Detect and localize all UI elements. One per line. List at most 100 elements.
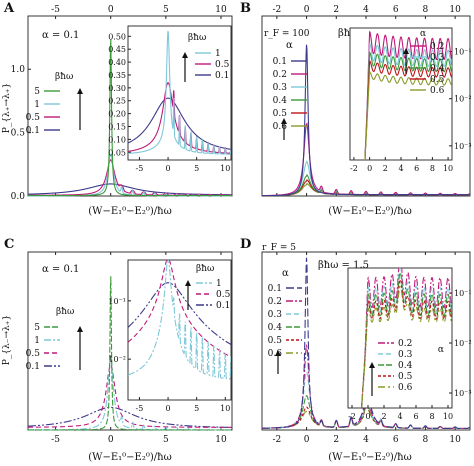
top-tick-label: 0 [304, 5, 310, 15]
inset-arrow-head [182, 52, 188, 58]
inset-x-tick-label: 5 [194, 404, 199, 413]
inset-x-tick-label: 10 [220, 164, 230, 173]
series-beta-5 [28, 276, 232, 431]
inset-arrow-head [369, 362, 375, 368]
bottom-tick-label: 8 [423, 435, 429, 445]
legend-label: 0.3 [273, 83, 288, 93]
panel-d: D -2 0 2 4 6 8 10 r_F = 5 βħω = 1.5 (W−E₁⁰−E₂⁰)/ħω… [240, 237, 472, 463]
legend-label: 0.5 [268, 336, 283, 346]
bottom-tick-label: 10 [215, 435, 227, 445]
inset-x-tick-label: 2 [383, 164, 388, 173]
panel-c: C-5 0 5 10P_{λ₋→λ₊}(W−E₁⁰−E₂⁰)/ħωα = 0.1βħω… [2, 237, 233, 463]
inset-y-tick-label: 0.30 [108, 84, 126, 93]
y-tick-label: 0.5 [11, 129, 26, 139]
legend-arrow-head [281, 118, 287, 124]
inset-legend-label: 0.3 [398, 350, 413, 360]
y-axis-label: P_{λ₋→λ₊} [2, 315, 12, 365]
inset-x-tick-label: 2 [381, 412, 386, 421]
legend-label: 0.1 [268, 284, 282, 294]
inset-legend-label: 0.4 [430, 64, 445, 74]
legend-title: α [282, 268, 289, 279]
top-tick-label: -2 [272, 5, 281, 15]
inset-x-tick-label: 8 [430, 164, 435, 173]
inset-y-tick-label: 10⁻³ [454, 389, 472, 398]
legend-label: 0.3 [268, 310, 283, 320]
inset-y-tick-label: 0.05 [108, 148, 126, 157]
inset-x-tick-label: 10 [443, 412, 453, 421]
inset-x-tick-label: 6 [414, 164, 419, 173]
inset-series-beta-1 [128, 260, 231, 380]
legend-title: βħω [56, 307, 74, 317]
panel-letter: C [4, 237, 14, 252]
inset-y-tick-label: 10⁻² [454, 95, 472, 104]
rf-label: r_F = 5 [262, 243, 296, 253]
top-tick-label: 8 [423, 5, 429, 15]
top-tick-label: 2 [333, 5, 339, 15]
series-beta-0.5 [27, 364, 232, 428]
inset-legend-label: 0.1 [215, 71, 229, 81]
top-tick-label: -5 [51, 5, 60, 15]
inset-legend-label: 1 [216, 279, 222, 289]
x-axis-label: (W−E₁⁰−E₂⁰)/ħω [328, 206, 411, 217]
series-beta-0.1 [27, 406, 233, 428]
curves [262, 44, 470, 196]
inset-series-beta-1 [128, 30, 231, 155]
y-tick-label: 1.0 [11, 65, 26, 75]
x-axis-label: (W−E₁⁰−E₂⁰)/ħω [328, 452, 411, 463]
panel-a: A -5 0 5 100.00.51.0P_{λ₊→λ₊}(W−E₁⁰−E₂⁰)/ħωα… [2, 1, 233, 217]
inset-legend-label: 0.2 [430, 42, 444, 52]
top-tick-label: 5 [163, 5, 169, 15]
inset-legend-title: α [438, 345, 444, 355]
legend-arrow-head [77, 88, 83, 94]
legend-label: 0.1 [273, 57, 287, 67]
bottom-tick-label: 10 [449, 435, 461, 445]
series-beta-0.5 [28, 159, 233, 196]
bottom-tick-label: 0 [108, 435, 114, 445]
bottom-tick-label: 5 [163, 435, 169, 445]
alpha-label: α = 0.1 [42, 264, 79, 275]
inset-y-tick-label: 0.35 [108, 71, 126, 80]
panel-letter: B [240, 1, 251, 16]
inset-x-tick-label: 10 [443, 164, 453, 173]
bottom-tick-label: 4 [363, 435, 369, 445]
inset-arrow-head [403, 48, 409, 54]
legend-label: 0.1 [26, 362, 40, 372]
inset-frame [127, 25, 232, 161]
inset-y-tick-label: 10⁻² [108, 355, 126, 364]
inset-legend-label: 0.1 [216, 301, 230, 311]
y-tick-label: 0.0 [11, 192, 26, 202]
inset-x-tick-label: 8 [429, 412, 434, 421]
bottom-tick-label: -2 [272, 435, 281, 445]
series-alpha-0.1 [262, 44, 470, 196]
inset-x-tick-label: 0 [365, 412, 370, 421]
inset-y-tick-label: 0.25 [108, 97, 126, 106]
rf-label: r_F = 100 [264, 29, 310, 39]
bottom-tick-label: 0 [304, 435, 310, 445]
inset-legend-label: 0.5 [216, 290, 231, 300]
inset-y-tick-label: 0.40 [108, 58, 126, 67]
inset-legend-label: 0.3 [430, 53, 445, 63]
inset-y-tick-label: 10⁻¹ [454, 48, 472, 57]
inset-y-tick-label: 10⁻² [454, 339, 472, 348]
inset-x-tick-label: 0 [367, 164, 372, 173]
series-alpha-0.3 [262, 160, 470, 196]
inset-x-tick-label: 4 [398, 164, 403, 173]
inset-x-tick-label: 6 [413, 412, 418, 421]
inset-legend-label: 0.5 [398, 372, 413, 382]
alpha-label: α = 0.1 [42, 30, 79, 41]
inset-y-tick-label: 0.50 [108, 32, 126, 41]
beta-label: βħω = 1.5 [318, 260, 369, 271]
legend-label: 0.5 [26, 113, 41, 123]
inset-curves [128, 30, 231, 155]
legend-label: 0.1 [26, 126, 40, 136]
legend-label: 0.5 [273, 109, 288, 119]
x-axis-label: (W−E₁⁰−E₂⁰)/ħω [88, 452, 171, 463]
inset-y-tick-label: 0.10 [108, 135, 126, 144]
inset-x-tick-label: -2 [348, 412, 356, 421]
legend-label: 0.2 [273, 70, 287, 80]
inset-series-alpha-0.5 [361, 278, 452, 408]
inset-curves [361, 268, 452, 408]
inset-y-tick-label: 10⁻³ [454, 142, 472, 151]
